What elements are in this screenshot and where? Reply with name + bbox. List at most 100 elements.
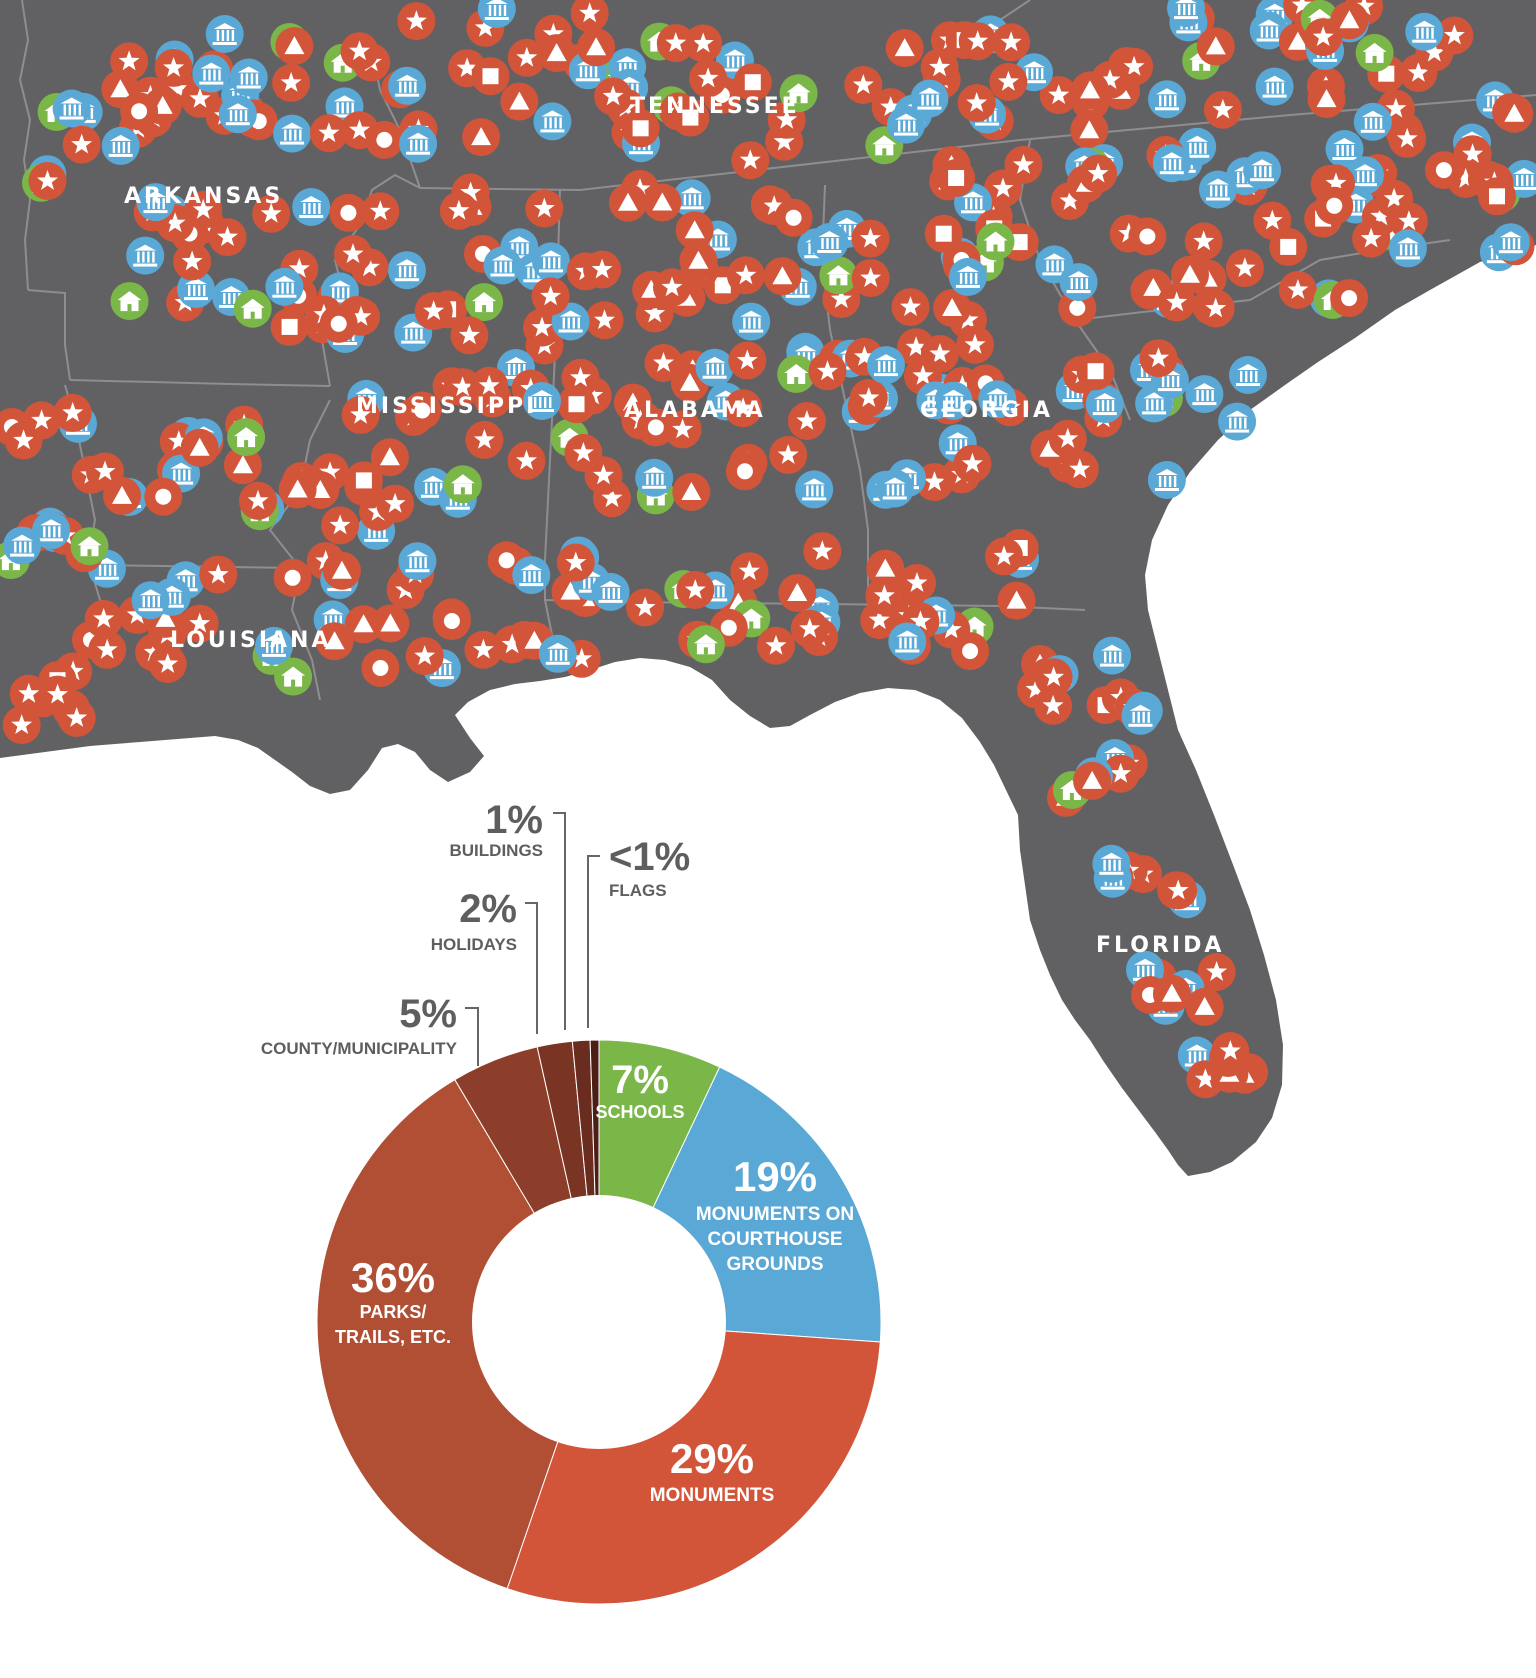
map-marker-building bbox=[733, 63, 772, 102]
courthouse-icon bbox=[1395, 237, 1420, 260]
map-marker-monument bbox=[769, 436, 808, 474]
courthouse-icon bbox=[328, 280, 352, 303]
star-icon bbox=[1261, 209, 1283, 230]
map-marker-courthouse-monument bbox=[1147, 461, 1186, 499]
circle-icon bbox=[284, 569, 301, 586]
map-marker-monument bbox=[556, 543, 595, 582]
courthouse-icon bbox=[199, 62, 224, 85]
map-marker-monument bbox=[1159, 871, 1198, 910]
schoolhouse-icon bbox=[784, 364, 809, 384]
map-marker-monument bbox=[1389, 202, 1428, 241]
marker-badge bbox=[533, 102, 572, 141]
map-marker-park bbox=[1196, 27, 1235, 66]
map-marker-courthouse-monument bbox=[887, 105, 925, 144]
map-marker-monument bbox=[361, 192, 400, 231]
triangle-icon bbox=[284, 36, 305, 55]
star-icon bbox=[684, 579, 706, 599]
star-icon bbox=[319, 461, 341, 482]
courthouse-icon bbox=[421, 475, 445, 498]
triangle-icon bbox=[1143, 277, 1164, 296]
star-icon bbox=[315, 550, 337, 570]
map-marker-courthouse-monument bbox=[1346, 156, 1384, 195]
map-marker-monument bbox=[1197, 953, 1236, 991]
star-icon bbox=[900, 296, 921, 316]
map-marker-park bbox=[933, 289, 972, 327]
map-marker-park bbox=[577, 28, 616, 67]
star-icon bbox=[906, 572, 928, 592]
map-marker-monument bbox=[898, 564, 936, 602]
map-marker-county-municipality bbox=[725, 452, 764, 491]
map-marker-park bbox=[643, 183, 682, 222]
star-icon bbox=[940, 618, 962, 639]
star-icon bbox=[1069, 458, 1091, 479]
schoolhouse-icon bbox=[117, 291, 142, 312]
marker-badge bbox=[1185, 375, 1224, 414]
map-marker-monument bbox=[507, 38, 546, 77]
map-marker-monument bbox=[808, 352, 847, 391]
state-label-florida: FLORIDA bbox=[1096, 933, 1224, 958]
star-icon bbox=[350, 305, 372, 326]
map-marker-courthouse-monument bbox=[532, 242, 570, 281]
square-icon bbox=[1280, 238, 1297, 255]
courthouse-icon bbox=[1353, 164, 1377, 187]
star-icon bbox=[96, 638, 118, 659]
courthouse-icon bbox=[280, 122, 305, 145]
triangle-icon bbox=[684, 220, 705, 239]
circle-icon bbox=[498, 552, 515, 569]
courthouse-icon bbox=[1412, 20, 1437, 43]
map-marker-monument bbox=[656, 24, 695, 63]
star-icon bbox=[880, 96, 902, 116]
map-marker-courthouse-monument bbox=[1388, 229, 1427, 268]
map-marker-monument bbox=[341, 395, 380, 434]
map-marker-county-municipality bbox=[1330, 279, 1369, 318]
courthouse-icon bbox=[490, 254, 515, 277]
marker-badge bbox=[1199, 170, 1237, 209]
triangle-icon bbox=[618, 192, 638, 211]
star-icon bbox=[1193, 230, 1215, 251]
map-marker-monument bbox=[154, 48, 193, 87]
map-marker-building bbox=[1478, 177, 1516, 216]
map-marker-courthouse-monument bbox=[1059, 263, 1098, 302]
star-icon bbox=[460, 181, 482, 202]
pct-county: 5% bbox=[399, 992, 457, 1036]
map-marker-monument bbox=[1203, 90, 1242, 129]
courthouse-icon bbox=[1185, 135, 1210, 158]
star-icon bbox=[280, 71, 302, 92]
map-marker-monument bbox=[1004, 145, 1043, 184]
star-icon bbox=[37, 170, 58, 190]
map-marker-building bbox=[471, 57, 510, 96]
map-marker-monument bbox=[2, 706, 41, 745]
star-icon bbox=[732, 397, 754, 418]
map-marker-courthouse-monument bbox=[523, 382, 561, 420]
map-marker-monument bbox=[1184, 222, 1223, 261]
map-marker-park bbox=[1073, 761, 1112, 800]
star-icon bbox=[192, 198, 214, 219]
marker-badge bbox=[1093, 636, 1131, 675]
marker-badge bbox=[52, 89, 91, 128]
map-marker-monument bbox=[851, 219, 890, 258]
marker-badge bbox=[1121, 696, 1160, 735]
map-marker-courthouse-monument bbox=[591, 572, 630, 611]
star-icon bbox=[478, 374, 500, 395]
map-marker-county-municipality bbox=[951, 632, 990, 671]
schoolhouse-icon bbox=[872, 135, 897, 156]
map-marker-courthouse-monument bbox=[1229, 356, 1267, 394]
star-icon bbox=[591, 258, 613, 279]
map-marker-courthouse-monument bbox=[1353, 102, 1392, 141]
map-marker-courthouse-monument bbox=[229, 58, 268, 97]
marker-badge bbox=[399, 124, 438, 163]
star-icon bbox=[531, 316, 553, 337]
star-icon bbox=[207, 563, 229, 584]
map-marker-park bbox=[1171, 255, 1209, 294]
circle-icon bbox=[1139, 228, 1156, 245]
map-marker-courthouse-monument bbox=[101, 126, 140, 165]
marker-badge bbox=[292, 188, 331, 226]
map-marker-monument bbox=[684, 24, 723, 63]
star-icon bbox=[458, 324, 480, 345]
marker-badge bbox=[205, 15, 244, 53]
star-icon bbox=[1385, 97, 1407, 118]
courthouse-icon bbox=[39, 519, 64, 542]
marker-badge bbox=[192, 54, 231, 93]
map-marker-school bbox=[233, 289, 272, 328]
